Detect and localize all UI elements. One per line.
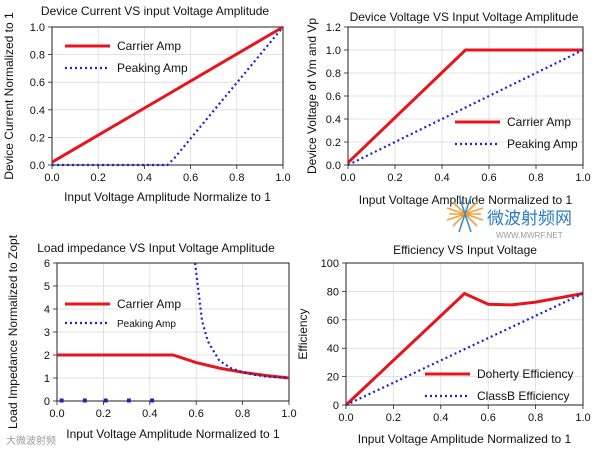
y-axis-label: Device Voltage of Vm and Vp: [305, 18, 319, 174]
series-marker: [59, 398, 64, 403]
legend-label: Doherty Efficiency: [477, 367, 574, 381]
x-tick-label: 0.2: [387, 172, 402, 184]
y-tick-label: 0.4: [326, 114, 341, 126]
y-tick-label: 0: [333, 400, 339, 412]
chart-device-voltage: 0.0 0.2 0.4 0.6 0.8 1.0 0.0 0.2 0.4 0.6 0.8 1.0 1.2 C…: [305, 10, 591, 207]
y-tick-label: 0: [44, 396, 50, 408]
chart-title: Device Voltage VS Input Voltage Amplitud…: [350, 10, 579, 24]
y-tick-label: 0.6: [30, 77, 45, 89]
y-tick-label: 5: [44, 281, 50, 293]
chart-load-impedance: 0.0 0.2 0.4 0.6 0.8 1.0 0 1 2 3 4 5 6 Carrier Amp Peak…: [6, 234, 297, 441]
legend-label: Peaking Amp: [117, 61, 188, 75]
x-tick-label: 1.0: [575, 172, 590, 184]
plot-frame: [345, 262, 584, 406]
x-tick-label: 0.4: [433, 412, 448, 424]
x-tick-label: 0.6: [189, 408, 204, 420]
x-tick-label: 0.4: [142, 408, 157, 420]
x-tick-label: 1.0: [575, 412, 590, 424]
chart-title: Device Current VS input Voltage Amplitud…: [41, 4, 269, 18]
legend-label: Peaking Amp: [507, 137, 578, 151]
x-tick-label: 0.2: [386, 412, 401, 424]
series-marker: [103, 398, 108, 403]
y-tick-label: 1.2: [326, 22, 341, 34]
x-tick-label: 0.0: [338, 412, 353, 424]
chart-device-current: 0.0 0.2 0.4 0.6 0.8 1.0 0.0 0.2 0.4 0.6 0.8 1.0 Carr…: [2, 4, 291, 204]
x-tick-label: 0.8: [229, 172, 244, 184]
y-tick-label: 0.2: [30, 132, 45, 144]
y-tick-label: 1: [44, 373, 50, 385]
x-tick-label: 0.6: [481, 172, 496, 184]
legend-label: Peaking Amp: [117, 319, 176, 330]
y-tick-label: 0.8: [326, 68, 341, 80]
x-tick-label: 0.8: [528, 172, 543, 184]
chart-efficiency: 0.0 0.2 0.4 0.6 0.8 1.0 0 20 40 60 80 100 Doherty Ef…: [296, 243, 591, 446]
x-tick-label: 0.4: [434, 172, 449, 184]
y-tick-label: 0.0: [30, 160, 45, 172]
y-tick-label: 100: [321, 258, 339, 270]
chart-title: Load impedance VS Input Voltage Amplitud…: [37, 241, 275, 255]
signal-burst-icon: [446, 195, 484, 233]
series-marker: [150, 398, 155, 403]
legend-label: Carrier Amp: [507, 115, 571, 129]
plot-frame: [56, 262, 290, 402]
x-tick-label: 1.0: [275, 172, 290, 184]
y-tick-label: 0.8: [30, 50, 45, 62]
watermark-credit: 大微波射频: [6, 434, 56, 447]
series-line-peaking-amp: [52, 26, 284, 167]
x-tick-label: 0.6: [183, 172, 198, 184]
x-tick-label: 0.8: [528, 412, 543, 424]
chart-title: Efficiency VS Input Voltage: [393, 243, 537, 257]
legend-label: Carrier Amp: [117, 39, 181, 53]
y-tick-label: 4: [44, 304, 50, 316]
x-tick-label: 0.0: [340, 172, 355, 184]
y-tick-label: 0.4: [30, 105, 45, 117]
y-tick-label: 0.2: [326, 137, 341, 149]
x-axis-label: Input Voltage Amplitude Normalize to 1: [64, 190, 271, 204]
watermark-cn: 微波射频网: [487, 209, 572, 229]
y-tick-label: 20: [327, 372, 339, 384]
legend-label: ClassB Efficiency: [477, 389, 569, 403]
x-tick-label: 0.6: [481, 412, 496, 424]
x-axis-label: Input Voltage Amplitude Normalized to 1: [359, 193, 573, 207]
y-axis-label: Device Current Normalized to 1: [2, 12, 16, 180]
plot-frame: [347, 26, 584, 166]
series-line-doherty-efficiency: [344, 291, 584, 407]
legend-label: Carrier Amp: [117, 297, 181, 311]
y-tick-label: 6: [44, 258, 50, 270]
x-tick-label: 0.0: [49, 408, 64, 420]
y-tick-label: 3: [44, 327, 50, 339]
x-tick-label: 0.0: [44, 172, 59, 184]
series-line-carrier-amp: [346, 48, 583, 164]
y-axis-label: Efficiency: [296, 308, 310, 359]
series-line-classb-efficiency: [345, 292, 584, 406]
watermark-logo: 微波射频网 WWW.MWRF.NET: [446, 195, 572, 240]
y-tick-label: 0.6: [326, 91, 341, 103]
x-tick-label: 0.8: [235, 408, 250, 420]
y-tick-label: 1.0: [30, 22, 45, 34]
y-tick-label: 1.0: [326, 45, 341, 57]
x-tick-label: 0.2: [91, 172, 106, 184]
x-axis-label: Input Voltage Amplitude Normalized to 1: [358, 432, 572, 446]
y-tick-label: 60: [327, 315, 339, 327]
x-tick-label: 1.0: [281, 408, 296, 420]
series-marker: [82, 398, 87, 403]
y-axis-label: Load Impedance Normalized to Zopt: [6, 234, 20, 429]
series-line-peaking-amp: [193, 262, 290, 380]
x-axis-label: Input Voltage Amplitude Normalized to 1: [66, 427, 280, 441]
y-tick-label: 0.0: [326, 160, 341, 172]
series-marker: [126, 398, 131, 403]
series-line-carrier-amp: [51, 25, 284, 164]
x-tick-label: 0.2: [96, 408, 111, 420]
y-tick-label: 80: [327, 286, 339, 298]
y-tick-label: 40: [327, 343, 339, 355]
series-line-peaking-amp: [347, 49, 584, 166]
x-tick-label: 0.4: [137, 172, 152, 184]
watermark-url: WWW.MWRF.NET: [496, 231, 563, 240]
y-tick-label: 2: [44, 350, 50, 362]
